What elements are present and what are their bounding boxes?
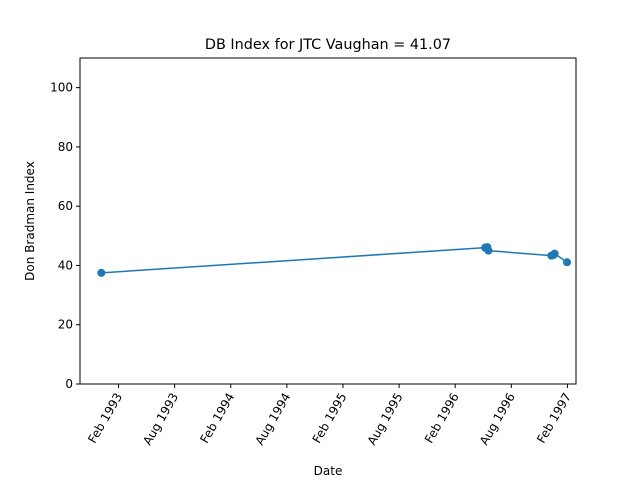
plot-frame <box>79 57 577 385</box>
x-tick-label: Feb 1995 <box>310 391 350 446</box>
x-tick-label: Aug 1993 <box>140 391 181 448</box>
data-point <box>550 249 559 258</box>
x-tick-label: Feb 1994 <box>197 391 237 446</box>
x-tick-label: Feb 1997 <box>534 391 574 446</box>
chart-title: DB Index for JTC Vaughan = 41.07 <box>205 37 451 53</box>
y-tick-label: 100 <box>50 81 73 95</box>
y-axis-title: Don Bradman Index <box>23 161 37 281</box>
data-point <box>484 246 493 255</box>
x-tick-label: Feb 1993 <box>85 391 125 446</box>
y-tick-label: 20 <box>58 318 73 332</box>
y-tick-label: 80 <box>58 140 73 154</box>
y-tick-label: 0 <box>65 377 73 391</box>
x-tick-label: Aug 1996 <box>477 391 518 448</box>
series-line <box>101 246 568 274</box>
data-point <box>563 258 572 267</box>
x-tick-label: Aug 1994 <box>252 391 293 448</box>
x-axis-title: Date <box>314 464 343 478</box>
data-point <box>97 268 106 277</box>
x-tick-label: Aug 1995 <box>365 391 406 448</box>
y-tick-label: 40 <box>58 258 73 272</box>
y-tick-label: 60 <box>58 199 73 213</box>
x-tick-label: Feb 1996 <box>422 391 462 446</box>
